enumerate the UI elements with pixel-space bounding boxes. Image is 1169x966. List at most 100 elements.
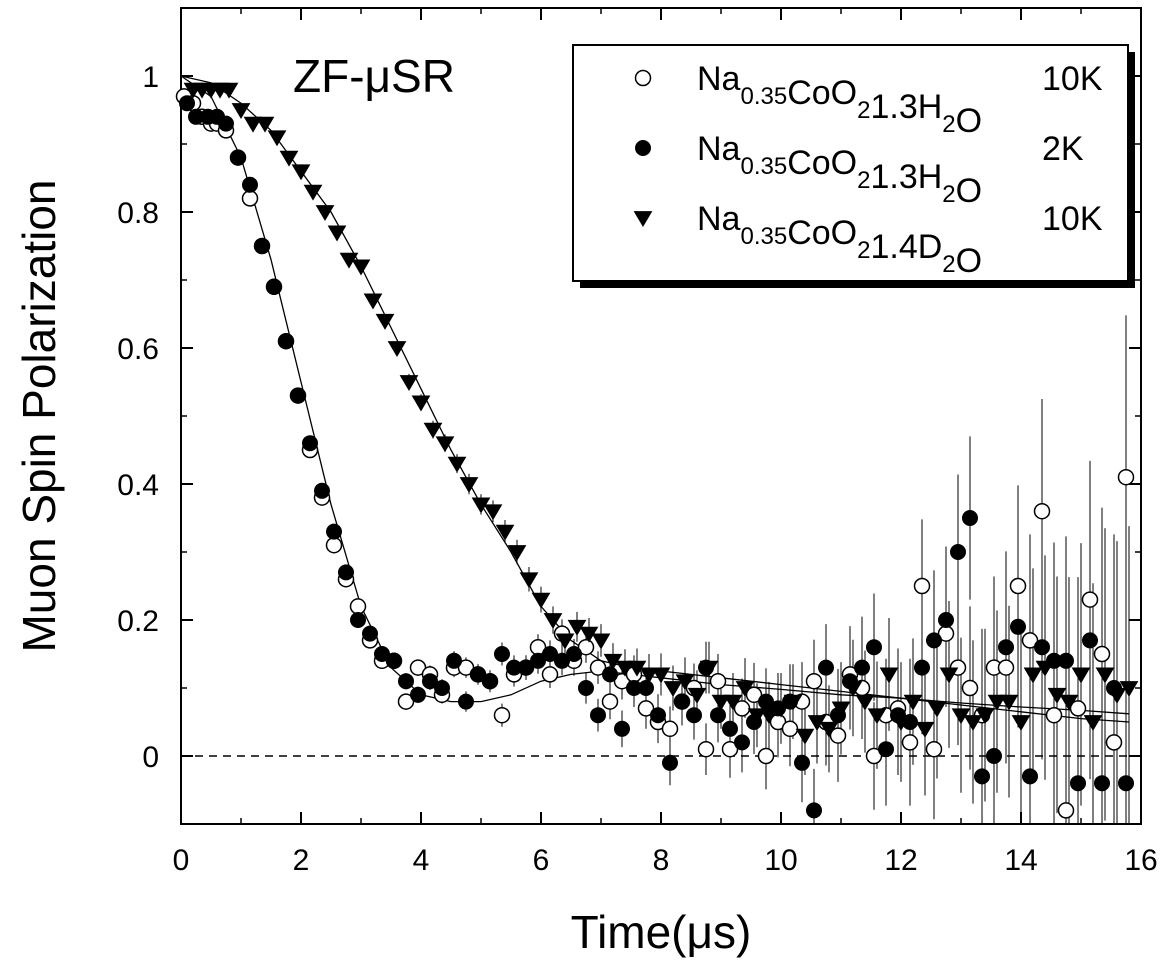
- data-point-d2o_10k: [651, 667, 671, 684]
- data-point-h2o_10k: [829, 727, 847, 744]
- data-point-h2o_2k: [722, 720, 738, 737]
- data-point-h2o_2k: [878, 741, 894, 758]
- x-tick-label: 14: [1004, 844, 1037, 877]
- data-point-d2o_10k: [447, 456, 467, 473]
- legend-label-h2o_2k: Na0.35CoO21.3H2O: [697, 130, 982, 210]
- x-tick-label: 2: [293, 844, 310, 877]
- data-point-h2o_2k: [1082, 632, 1098, 649]
- data-point-d2o_10k: [507, 545, 527, 562]
- data-point-d2o_10k: [1059, 694, 1079, 711]
- data-point-d2o_10k: [975, 708, 995, 725]
- data-point-h2o_2k: [734, 734, 750, 751]
- data-point-h2o_10k: [541, 666, 559, 683]
- data-point-h2o_10k: [805, 672, 823, 690]
- data-point-d2o_10k: [495, 524, 515, 541]
- data-point-h2o_2k: [1058, 652, 1074, 669]
- data-point-h2o_10k: [925, 740, 943, 758]
- y-tick-label: 0.8: [117, 197, 159, 230]
- legend-label-d2o_10k: Na0.35CoO21.4D2O: [697, 200, 982, 280]
- data-point-d2o_10k: [831, 701, 851, 718]
- data-point-d2o_10k: [819, 721, 839, 738]
- y-tick-label: 0.6: [117, 333, 159, 366]
- data-point-d2o_10k: [615, 660, 635, 677]
- data-point-h2o_2k: [554, 652, 570, 669]
- data-point-h2o_10k: [997, 659, 1015, 676]
- data-point-d2o_10k: [351, 259, 371, 276]
- data-point-h2o_2k: [362, 625, 378, 642]
- x-tick-label: 6: [533, 844, 550, 877]
- data-point-h2o_10k: [349, 598, 367, 615]
- data-point-h2o_10k: [709, 672, 727, 690]
- x-tick-label: 8: [653, 844, 670, 877]
- data-point-d2o_10k: [639, 667, 659, 684]
- data-point-h2o_10k: [241, 190, 259, 207]
- data-point-h2o_2k: [962, 510, 978, 526]
- data-point-d2o_10k: [663, 681, 683, 698]
- chart-annotation: ZF-μSR: [293, 50, 455, 102]
- data-point-h2o_2k: [866, 639, 882, 656]
- data-point-d2o_10k: [999, 694, 1019, 711]
- data-point-h2o_2k: [1010, 618, 1026, 635]
- data-point-h2o_2k: [350, 612, 366, 628]
- y-tick-labels: 0 0.2 0.4 0.6 0.8 1: [117, 61, 159, 774]
- data-point-h2o_2k: [542, 646, 558, 662]
- data-point-h2o_2k: [482, 673, 498, 690]
- x-axis-title: Time(μs): [571, 906, 752, 958]
- data-point-h2o_2k: [578, 680, 594, 696]
- data-markers: [175, 82, 1139, 819]
- data-point-h2o_2k: [242, 176, 258, 193]
- data-point-h2o_2k: [1034, 639, 1050, 656]
- data-point-h2o_2k: [794, 754, 810, 771]
- data-point-d2o_10k: [279, 150, 299, 167]
- data-point-d2o_10k: [879, 667, 899, 684]
- y-axis-title: Muon Spin Polarization: [13, 179, 65, 652]
- data-point-d2o_10k: [399, 375, 419, 392]
- data-point-h2o_2k: [374, 646, 390, 662]
- data-point-d2o_10k: [1035, 660, 1055, 677]
- data-point-h2o_2k: [254, 238, 270, 254]
- data-point-d2o_10k: [711, 694, 731, 711]
- legend-temp-h2o_10k: 10K: [1042, 60, 1103, 98]
- data-point-h2o_2k: [818, 659, 834, 676]
- data-point-d2o_10k: [423, 422, 443, 439]
- data-point-d2o_10k: [531, 592, 551, 609]
- data-point-h2o_2k: [566, 646, 582, 662]
- data-point-h2o_10k: [1117, 468, 1135, 486]
- data-point-h2o_2k: [686, 707, 702, 724]
- data-point-h2o_2k: [266, 278, 282, 295]
- data-point-h2o_2k: [674, 693, 690, 710]
- data-point-d2o_10k: [903, 694, 923, 711]
- data-point-h2o_2k: [974, 768, 990, 785]
- data-point-h2o_2k: [302, 435, 318, 452]
- data-point-d2o_10k: [915, 721, 935, 738]
- data-point-h2o_10k: [913, 577, 931, 595]
- data-point-d2o_10k: [315, 205, 335, 222]
- data-point-d2o_10k: [891, 715, 911, 732]
- data-point-d2o_10k: [987, 694, 1007, 711]
- data-point-h2o_2k: [1094, 775, 1110, 792]
- data-point-h2o_2k: [914, 659, 930, 676]
- x-tick-label: 10: [764, 844, 797, 877]
- data-point-h2o_10k: [1093, 645, 1111, 663]
- data-point-h2o_2k: [854, 659, 870, 676]
- y-tick-label: 0.4: [117, 469, 159, 502]
- data-point-h2o_2k: [950, 544, 966, 560]
- legend-temp-h2o_2k: 2K: [1042, 130, 1084, 168]
- data-point-d2o_10k: [855, 694, 875, 711]
- data-point-h2o_2k: [602, 666, 618, 683]
- data-point-h2o_10k: [961, 679, 979, 697]
- data-point-h2o_2k: [530, 652, 546, 669]
- data-point-h2o_10k: [637, 700, 655, 717]
- data-point-d2o_10k: [735, 681, 755, 698]
- data-point-h2o_10k: [589, 659, 607, 676]
- data-point-h2o_2k: [386, 652, 402, 669]
- data-point-h2o_10k: [325, 536, 343, 554]
- data-point-h2o_10k: [1021, 632, 1039, 649]
- data-point-h2o_2k: [446, 652, 462, 669]
- data-point-d2o_10k: [519, 572, 539, 589]
- legend-marker-h2o_2k: [635, 140, 651, 156]
- data-point-d2o_10k: [243, 116, 263, 133]
- data-point-d2o_10k: [327, 225, 347, 242]
- data-point-h2o_10k: [493, 706, 511, 724]
- data-point-d2o_10k: [1071, 667, 1091, 684]
